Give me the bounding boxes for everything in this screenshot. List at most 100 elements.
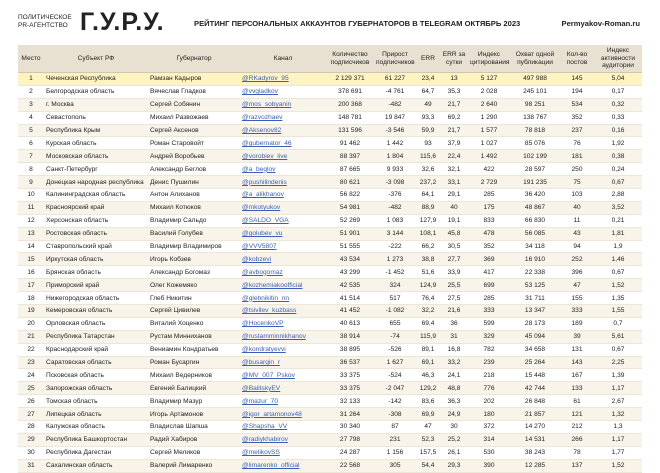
table-cell: 329 bbox=[468, 330, 510, 344]
table-cell: 36 bbox=[440, 317, 468, 331]
table-cell: 47 bbox=[416, 420, 440, 434]
agency-line: PR-АГЕНТСТВО bbox=[18, 22, 68, 29]
column-header: Губернатор bbox=[148, 45, 240, 73]
table-cell: 218 bbox=[468, 368, 510, 383]
table-cell: 69,2 bbox=[440, 111, 468, 125]
table-cell: 31 264 bbox=[326, 407, 374, 422]
table-cell: 29,1 bbox=[440, 188, 468, 202]
table-cell: 352 bbox=[468, 240, 510, 254]
channel-link[interactable]: @vorobiev_live bbox=[240, 149, 326, 164]
table-cell: 51 901 bbox=[326, 227, 374, 241]
table-cell: 27,5 bbox=[440, 291, 468, 306]
table-row: 3 г. Москва Сергей Собянин @mos_sobyanin 200… bbox=[18, 98, 642, 112]
channel-link[interactable]: @SALDO_VGA bbox=[240, 214, 326, 228]
table-cell: 41 452 bbox=[326, 304, 374, 318]
table-cell: 32,1 bbox=[440, 162, 468, 177]
channel-link[interactable]: @Aksenov82 bbox=[240, 124, 326, 138]
channel-link[interactable]: @mos_sobyanin bbox=[240, 98, 326, 112]
table-cell: 13 bbox=[18, 227, 44, 241]
table-cell: Сахалинская область bbox=[44, 459, 148, 473]
table-cell: 1 bbox=[18, 72, 44, 86]
table-cell: 369 bbox=[468, 252, 510, 267]
channel-link[interactable]: @RKadyrov_95 bbox=[240, 72, 326, 86]
table-cell: 1,52 bbox=[594, 459, 642, 473]
channel-link[interactable]: @gubernator_46 bbox=[240, 136, 326, 151]
channel-link[interactable]: @avbogomaz bbox=[240, 265, 326, 280]
channel-link[interactable]: @limarenko_official bbox=[240, 459, 326, 473]
table-cell: 48 867 bbox=[510, 201, 560, 215]
channel-link[interactable]: @MV_007_Pskov bbox=[240, 368, 326, 383]
table-cell: 237 bbox=[560, 124, 594, 138]
table-cell: -222 bbox=[374, 240, 416, 254]
table-cell: Калужская область bbox=[44, 420, 148, 434]
channel-link[interactable]: @mazur_70 bbox=[240, 394, 326, 409]
table-cell: 833 bbox=[468, 214, 510, 228]
table-cell: 80 621 bbox=[326, 175, 374, 190]
table-cell: 1 027 bbox=[468, 136, 510, 151]
table-cell: 4 bbox=[18, 111, 44, 125]
table-cell: 1,35 bbox=[594, 291, 642, 306]
channel-link[interactable]: @Shapsha_VV bbox=[240, 420, 326, 434]
table-cell: 1,77 bbox=[594, 446, 642, 460]
table-cell: 31 711 bbox=[510, 291, 560, 306]
channel-link[interactable]: @a_beglov bbox=[240, 162, 326, 177]
table-cell: 16 bbox=[18, 265, 44, 280]
table-cell: 61 bbox=[560, 394, 594, 409]
table-cell: 0,67 bbox=[594, 265, 642, 280]
table-cell: 21,7 bbox=[440, 98, 468, 112]
table-cell: 64,1 bbox=[416, 188, 440, 202]
table-cell: Валерий Лимаренко bbox=[148, 459, 240, 473]
table-row: 16 Брянская область Александр Богомаз @avbo… bbox=[18, 265, 642, 280]
channel-link[interactable]: @rustamminnikhanov bbox=[240, 330, 326, 344]
table-cell: 103 bbox=[560, 188, 594, 202]
table-body: 1 Чеченская Республика Рамзан Кадыров @RKad… bbox=[18, 72, 642, 473]
column-header: ERR за сутки bbox=[440, 45, 468, 73]
channel-link[interactable]: @BalitskyEV bbox=[240, 381, 326, 396]
channel-link[interactable]: @kobzevi bbox=[240, 252, 326, 267]
table-cell: 20 bbox=[18, 317, 44, 331]
channel-link[interactable]: @radiykhabirov bbox=[240, 433, 326, 447]
table-cell: 48,8 bbox=[440, 381, 468, 396]
table-cell: Антон Алиханов bbox=[148, 188, 240, 202]
table-cell: 252 bbox=[560, 252, 594, 267]
table-cell: 32 133 bbox=[326, 394, 374, 409]
table-cell: 21 bbox=[18, 330, 44, 344]
table-cell: 1 442 bbox=[374, 136, 416, 151]
table-cell: 98 251 bbox=[510, 98, 560, 112]
channel-link[interactable]: @kozhemiakoofficial bbox=[240, 278, 326, 293]
channel-link[interactable]: @golubev_vu bbox=[240, 227, 326, 241]
channel-link[interactable]: @a_alikhanov bbox=[240, 188, 326, 202]
channel-link[interactable]: @kondratyevvi bbox=[240, 343, 326, 357]
table-cell: 88,9 bbox=[416, 201, 440, 215]
rating-table: Место Субъект РФ Губернатор Канал Количество… bbox=[18, 45, 642, 473]
table-cell: 51,6 bbox=[416, 265, 440, 280]
channel-link[interactable]: @HocenkoVP bbox=[240, 317, 326, 331]
table-cell: -524 bbox=[374, 368, 416, 383]
table-cell: 42 744 bbox=[510, 381, 560, 396]
table-cell: 40 613 bbox=[326, 317, 374, 331]
table-cell: 19 847 bbox=[374, 111, 416, 125]
channel-link[interactable]: @VVV5807 bbox=[240, 240, 326, 254]
channel-link[interactable]: @razvozhaev bbox=[240, 111, 326, 125]
channel-link[interactable]: @vvgladkov bbox=[240, 85, 326, 99]
table-cell: 26 bbox=[18, 394, 44, 409]
channel-link[interactable]: @melikovSS bbox=[240, 446, 326, 460]
table-cell: 266 bbox=[560, 433, 594, 447]
table-cell: 9 933 bbox=[374, 162, 416, 177]
table-cell: 12 285 bbox=[510, 459, 560, 473]
table-cell: -4 761 bbox=[374, 85, 416, 99]
table-cell: 43 534 bbox=[326, 252, 374, 267]
table-cell: 137 bbox=[560, 459, 594, 473]
channel-link[interactable]: @pushilindenis bbox=[240, 175, 326, 190]
channel-link[interactable]: @tsivilev_kuzbass bbox=[240, 304, 326, 318]
channel-link[interactable]: @busargin_r bbox=[240, 356, 326, 370]
channel-link[interactable]: @mkotyukov bbox=[240, 201, 326, 215]
table-cell: 25 264 bbox=[510, 356, 560, 370]
channel-link[interactable]: @igor_artamonov48 bbox=[240, 407, 326, 422]
table-cell: 22,4 bbox=[440, 149, 468, 164]
table-cell: 10 bbox=[18, 188, 44, 202]
table-cell: Сергей Меликов bbox=[148, 446, 240, 460]
table-cell: 37,9 bbox=[440, 136, 468, 151]
table-cell: 8 bbox=[18, 162, 44, 177]
channel-link[interactable]: @glebnikitin_nn bbox=[240, 291, 326, 306]
